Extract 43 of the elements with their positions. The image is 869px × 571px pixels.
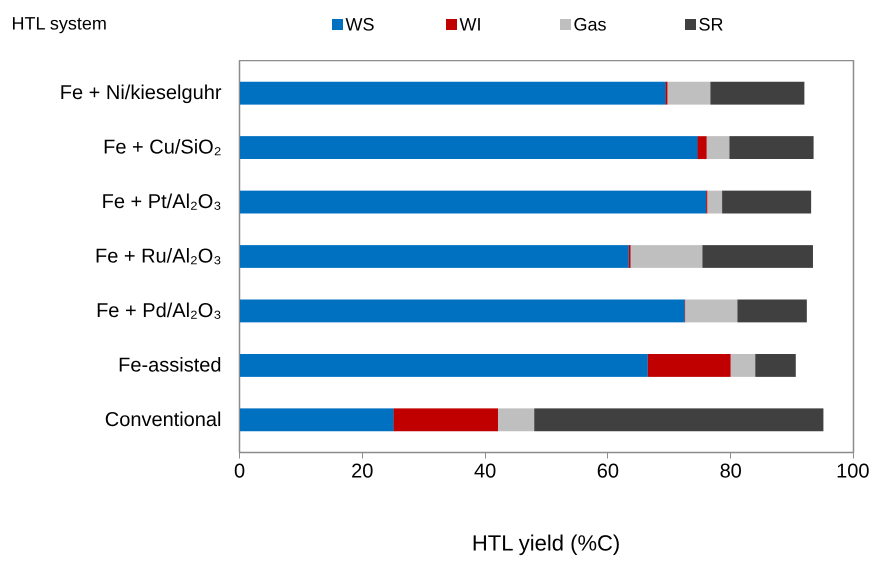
bar	[498, 408, 534, 432]
bar	[534, 408, 824, 432]
bar	[707, 190, 722, 214]
x-tick-label: 40	[474, 460, 496, 482]
bar	[706, 136, 730, 160]
bar	[630, 245, 702, 268]
y-tick-label: Fe + Ni/kieselguhr	[60, 82, 222, 104]
x-tick-label: 80	[720, 460, 742, 482]
bar	[730, 354, 756, 377]
bar	[722, 190, 812, 214]
bar	[240, 82, 666, 105]
legend-label: WS	[346, 14, 374, 34]
bar	[710, 82, 804, 105]
bar	[698, 136, 707, 160]
x-tick-label: 100	[836, 460, 869, 482]
bar	[240, 190, 706, 214]
bar	[755, 354, 796, 377]
bar	[685, 300, 738, 322]
x-tick-label: 60	[596, 460, 620, 482]
x-tick-label: 20	[351, 460, 374, 482]
bar	[729, 136, 814, 160]
y-tick-label: Fe + Ru/Al₂O₃	[94, 246, 222, 268]
x-axis-title: HTL yield (%C)	[472, 530, 620, 556]
y-tick-label: Conventional	[104, 408, 222, 431]
y-tick-label: Fe-assisted	[118, 354, 222, 376]
bar	[667, 82, 710, 105]
bar	[737, 300, 807, 322]
y-tick-label: Fe + Cu/SiO₂	[103, 136, 222, 159]
x-tick-label: 0	[234, 460, 246, 482]
bar	[240, 136, 698, 160]
bar	[240, 245, 629, 268]
bar	[240, 300, 685, 322]
bar	[648, 354, 731, 377]
bar	[240, 408, 394, 432]
y-axis-title: HTL system	[12, 14, 107, 34]
legend-label: Gas	[574, 14, 607, 34]
bar	[394, 408, 498, 432]
legend-label: WI	[460, 14, 482, 34]
bar	[702, 245, 813, 268]
bar	[240, 354, 648, 377]
y-tick-label: Fe + Pt/Al₂O₃	[102, 191, 222, 214]
y-tick-label: Fe + Pd/Al₂O₃	[96, 300, 222, 322]
legend-label: SR	[698, 14, 724, 34]
